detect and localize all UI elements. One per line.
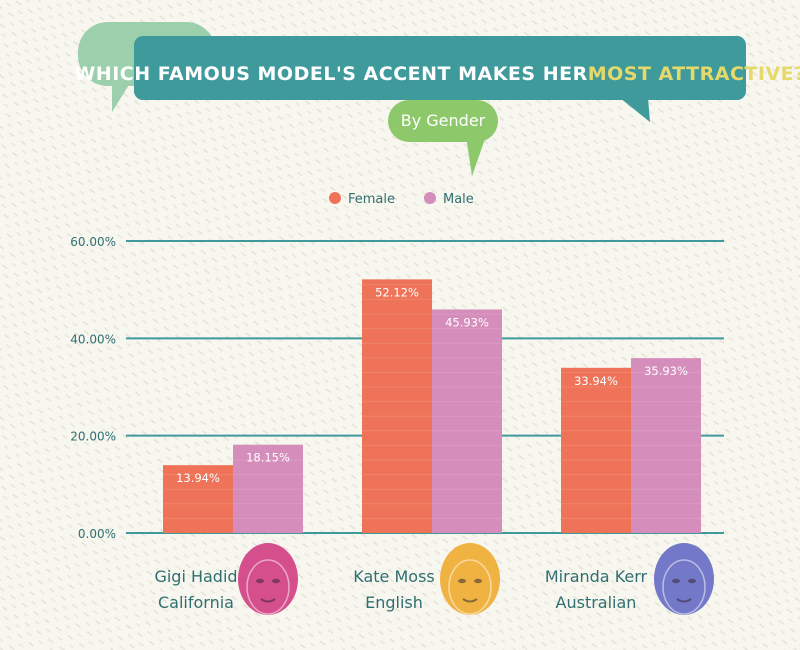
title-main: WHICH FAMOUS MODEL'S ACCENT MAKES HER	[74, 63, 588, 85]
bar	[631, 358, 701, 533]
portraits	[238, 543, 714, 615]
x-axis-labels: Gigi Hadid California Kate Moss English Mira…	[154, 567, 647, 612]
bar-value-label: 33.94%	[574, 374, 618, 388]
eye-shape	[672, 578, 680, 584]
bar	[163, 465, 233, 533]
bar-value-label: 52.12%	[375, 285, 419, 299]
chart-subtitle: By Gender	[400, 110, 486, 130]
face-portrait-icon	[238, 543, 298, 615]
category-subtitle: California	[158, 593, 234, 612]
eye-shape	[272, 578, 280, 584]
face-portrait-icon	[440, 543, 500, 615]
eye-shape	[474, 578, 482, 584]
eye-shape	[458, 578, 466, 584]
bar	[362, 279, 432, 533]
mouth-shape	[462, 598, 478, 603]
bar	[432, 309, 502, 533]
bar	[561, 367, 631, 533]
legend-swatch	[329, 192, 341, 204]
category-label: Miranda Kerr	[545, 567, 648, 586]
category-subtitle: Australian	[556, 593, 637, 612]
y-tick-label: 60.00%	[70, 235, 116, 249]
legend-label: Male	[443, 192, 474, 207]
eye-shape	[688, 578, 696, 584]
eye-shape	[256, 578, 264, 584]
category-subtitle: English	[365, 593, 423, 612]
category-label: Kate Moss	[353, 567, 434, 586]
title-banner	[134, 36, 746, 122]
bar	[233, 444, 303, 533]
bar-value-label: 35.93%	[644, 364, 688, 378]
category-label: Gigi Hadid	[154, 567, 237, 586]
face-shape	[246, 559, 290, 615]
bars: 13.94% 18.15% 52.12% 45.93% 33.94% 35.93%	[163, 279, 701, 533]
y-tick-label: 0.00%	[78, 527, 116, 541]
face-shape	[448, 559, 492, 615]
bar-value-label: 45.93%	[445, 315, 489, 329]
y-tick-label: 40.00%	[70, 332, 116, 346]
face-shape	[662, 559, 706, 615]
y-axis: 0.00% 20.00% 40.00% 60.00%	[70, 235, 116, 541]
chart-title: WHICH FAMOUS MODEL'S ACCENT MAKES HER MO…	[74, 54, 800, 94]
legend-swatch	[424, 192, 436, 204]
title-highlight: MOST ATTRACTIVE?	[587, 63, 800, 85]
face-portrait-icon	[654, 543, 714, 615]
mouth-shape	[260, 598, 276, 603]
bar-value-label: 13.94%	[176, 471, 220, 485]
bar-value-label: 18.15%	[246, 451, 290, 465]
mouth-shape	[676, 598, 692, 603]
legend: Female Male	[329, 192, 474, 207]
subtitle-bubble	[388, 100, 498, 176]
y-tick-label: 20.00%	[70, 430, 116, 444]
legend-label: Female	[348, 192, 395, 207]
